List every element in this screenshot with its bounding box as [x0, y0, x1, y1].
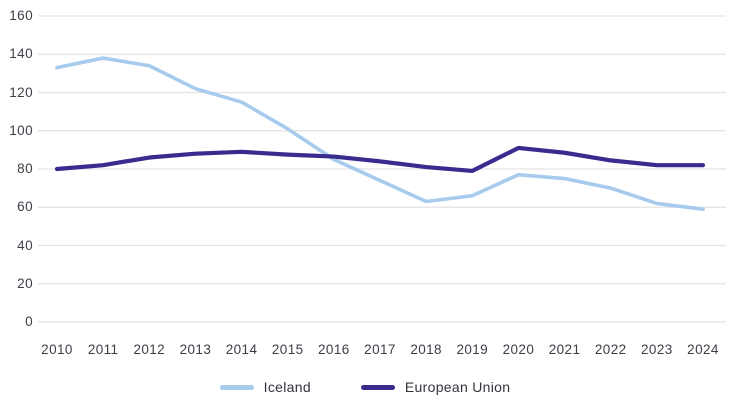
- series-line-iceland: [55, 56, 705, 211]
- x-tick-label: 2019: [456, 342, 489, 357]
- iceland-line-swatch: [219, 384, 254, 390]
- legend-label-european-union: European Union: [404, 379, 511, 395]
- x-tick-label: 2011: [87, 342, 119, 357]
- y-tick-label: 140: [9, 46, 33, 62]
- x-tick-label: 2023: [641, 342, 673, 357]
- x-tick-label: 2021: [548, 342, 581, 357]
- x-tick-label: 2016: [318, 342, 350, 357]
- x-tick-label: 2014: [225, 342, 258, 357]
- legend-item-iceland: Iceland: [219, 379, 311, 395]
- y-tick-label: 160: [9, 8, 33, 23]
- legend: Iceland European Union: [0, 379, 730, 395]
- y-tick-label: 120: [9, 84, 33, 100]
- y-tick-label: 20: [17, 275, 33, 291]
- x-tick-label: 2022: [594, 342, 627, 357]
- x-tick-label: 2024: [687, 342, 719, 357]
- x-tick-label: 2015: [271, 342, 304, 357]
- y-tick-label: 60: [17, 199, 33, 215]
- x-tick-label: 2013: [179, 342, 212, 357]
- legend-item-european-union: European Union: [360, 379, 511, 395]
- legend-label-iceland: Iceland: [263, 379, 311, 395]
- x-tick-label: 2010: [41, 342, 73, 357]
- x-tick-label: 2020: [502, 342, 535, 357]
- y-tick-label: 0: [25, 314, 33, 329]
- european-union-line-swatch: [360, 384, 395, 390]
- x-tick-label: 2012: [133, 342, 166, 357]
- y-tick-label: 100: [9, 122, 33, 138]
- y-tick-label: 80: [17, 161, 33, 176]
- y-tick-label: 40: [17, 237, 33, 253]
- series-line-european-union: [54, 145, 706, 174]
- x-tick-label: 2017: [364, 342, 396, 357]
- x-tick-label: 2018: [410, 342, 442, 357]
